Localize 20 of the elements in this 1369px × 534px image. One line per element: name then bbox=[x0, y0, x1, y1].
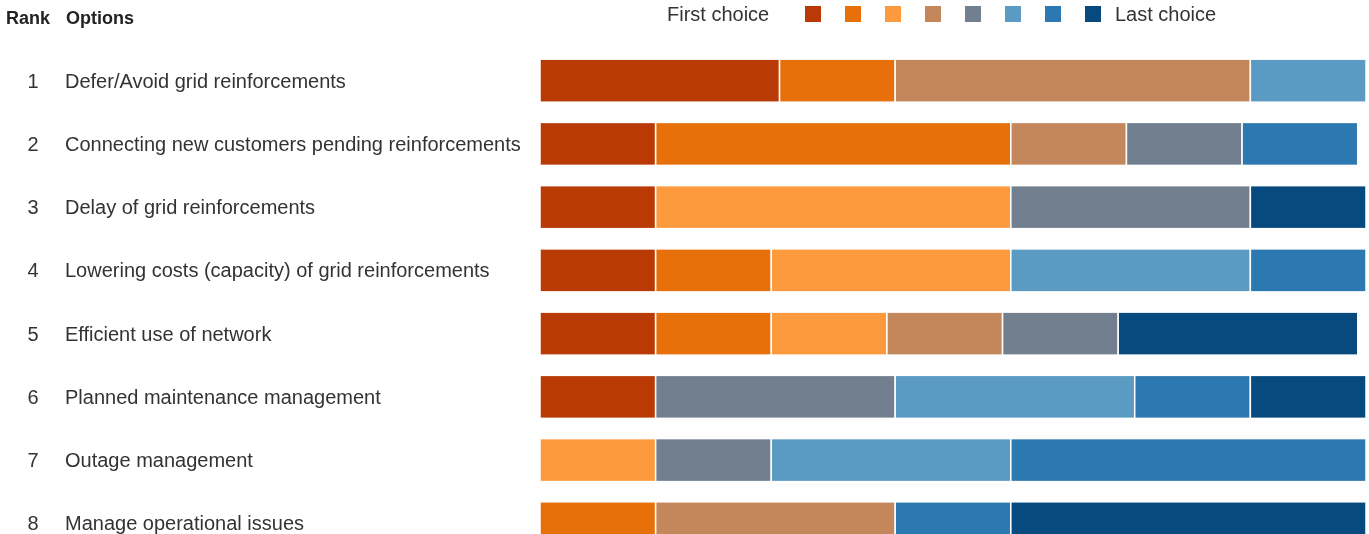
text: 3 bbox=[27, 196, 39, 219]
y-tick-label: Manage operational issues bbox=[65, 512, 305, 534]
text: 2 bbox=[27, 132, 39, 155]
y-tick-label: Planned maintenance management bbox=[65, 385, 382, 408]
y-tick-label: Outage management bbox=[65, 449, 254, 472]
text: 7 bbox=[27, 449, 39, 472]
text: 4 bbox=[27, 259, 39, 282]
text: 5 bbox=[27, 322, 39, 345]
y-tick-label: Efficient use of network bbox=[65, 322, 273, 345]
text: Rank bbox=[6, 8, 51, 28]
text: 8 bbox=[27, 512, 39, 534]
text: 6 bbox=[27, 385, 39, 408]
legend-label: Last choice bbox=[1115, 3, 1217, 25]
y-tick-label: Connecting new customers pending reinforcements bbox=[65, 132, 521, 155]
series-label: First choice bbox=[667, 3, 770, 25]
y-tick-label: Lowering costs (capacity) of grid reinforcements bbox=[65, 259, 490, 282]
y-tick-label: Defer/Avoid grid reinforcements bbox=[65, 69, 346, 92]
text: Options bbox=[66, 8, 134, 28]
text: 1 bbox=[27, 69, 39, 92]
y-tick-label: Delay of grid reinforcements bbox=[65, 196, 316, 219]
